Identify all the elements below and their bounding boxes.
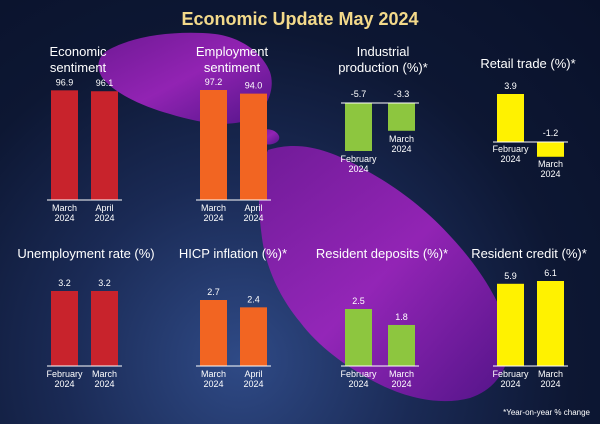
tick-label: 2024 (540, 379, 560, 389)
tick-label: 2024 (243, 213, 263, 223)
bar (345, 103, 372, 151)
bar (537, 142, 564, 157)
tick-label: 2024 (348, 379, 368, 389)
bar (91, 91, 118, 200)
chart-title: Retail trade (%)* (448, 56, 600, 72)
chart-title: Economic sentiment (0, 44, 158, 76)
bar (388, 103, 415, 131)
bar (200, 300, 227, 366)
data-label: 6.1 (544, 268, 557, 278)
chart-title: Resident credit (%)* (449, 246, 600, 262)
data-label: -1.2 (543, 128, 559, 138)
chart-title-line: Industrial (356, 44, 410, 59)
bar (51, 291, 78, 366)
data-label: 96.9 (56, 77, 74, 87)
tick-label: March (389, 369, 414, 379)
data-label: 1.8 (395, 312, 408, 322)
tick-label: February (492, 144, 529, 154)
chart-title-line: Resident credit (%)* (471, 246, 587, 261)
bar (240, 307, 267, 366)
malta-island-shape (258, 146, 510, 402)
footnote: *Year-on-year % change (503, 408, 590, 417)
data-label: -3.3 (394, 89, 410, 99)
tick-label: March (92, 369, 117, 379)
tick-label: February (492, 369, 529, 379)
tick-label: 2024 (54, 379, 74, 389)
bar (51, 90, 78, 200)
chart-title-line: Retail trade (%)* (480, 56, 576, 71)
bar (388, 324, 415, 366)
tick-label: 2024 (391, 144, 411, 154)
chart-title-line: sentiment (49, 60, 107, 75)
tick-label: February (340, 154, 377, 164)
chart-title-line: HICP inflation (%)* (178, 246, 288, 261)
bar (240, 93, 267, 200)
bar (200, 90, 227, 200)
bar (91, 291, 118, 366)
tick-label: 2024 (500, 154, 520, 164)
chart-title-line: Employment (195, 44, 269, 59)
gozo-island-shape (98, 32, 272, 124)
tick-label: February (46, 369, 83, 379)
chart-title-line: sentiment (203, 60, 261, 75)
tick-label: April (244, 203, 262, 213)
bar (497, 94, 524, 142)
data-label: 2.4 (247, 294, 260, 304)
chart-title-line: Economic (49, 44, 107, 59)
chart-title: HICP inflation (%)* (153, 246, 313, 262)
tick-label: April (244, 369, 262, 379)
chart-title-line: Unemployment rate (%) (17, 246, 155, 261)
tick-label: April (95, 203, 113, 213)
chart-title: Industrial production (%)* (303, 44, 463, 76)
data-label: 5.9 (504, 271, 517, 281)
tick-label: February (340, 369, 377, 379)
tick-label: 2024 (94, 213, 114, 223)
page-title: Economic Update May 2024 (181, 9, 419, 29)
chart-title-line: production (%)* (338, 60, 428, 75)
data-label: 97.2 (205, 77, 223, 87)
tick-label: March (538, 369, 563, 379)
tick-label: 2024 (348, 164, 368, 174)
data-label: 2.7 (207, 287, 220, 297)
tick-label: 2024 (94, 379, 114, 389)
tick-label: March (389, 134, 414, 144)
chart-title: Resident deposits (%)* (302, 246, 462, 262)
tick-label: 2024 (203, 379, 223, 389)
tick-label: 2024 (54, 213, 74, 223)
data-label: 96.1 (96, 78, 114, 88)
chart-title: Employment sentiment (152, 44, 312, 76)
tick-label: 2024 (540, 169, 560, 179)
data-label: 3.9 (504, 81, 517, 91)
bar (497, 283, 524, 366)
data-label: 3.2 (98, 278, 111, 288)
tick-label: 2024 (203, 213, 223, 223)
data-label: 2.5 (352, 296, 365, 306)
tick-label: 2024 (391, 379, 411, 389)
tick-label: 2024 (500, 379, 520, 389)
chart-title: Unemployment rate (%) (6, 246, 166, 262)
data-label: -5.7 (351, 89, 367, 99)
tick-label: March (52, 203, 77, 213)
data-label: 94.0 (245, 81, 263, 91)
tick-label: 2024 (243, 379, 263, 389)
bar (345, 309, 372, 366)
tick-label: March (201, 203, 226, 213)
data-label: 3.2 (58, 278, 71, 288)
tick-label: March (201, 369, 226, 379)
bar (537, 281, 564, 366)
chart-title-line: Resident deposits (%)* (315, 246, 449, 261)
tick-label: March (538, 159, 563, 169)
